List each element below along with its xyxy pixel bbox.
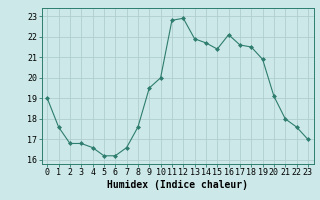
X-axis label: Humidex (Indice chaleur): Humidex (Indice chaleur)	[107, 180, 248, 190]
